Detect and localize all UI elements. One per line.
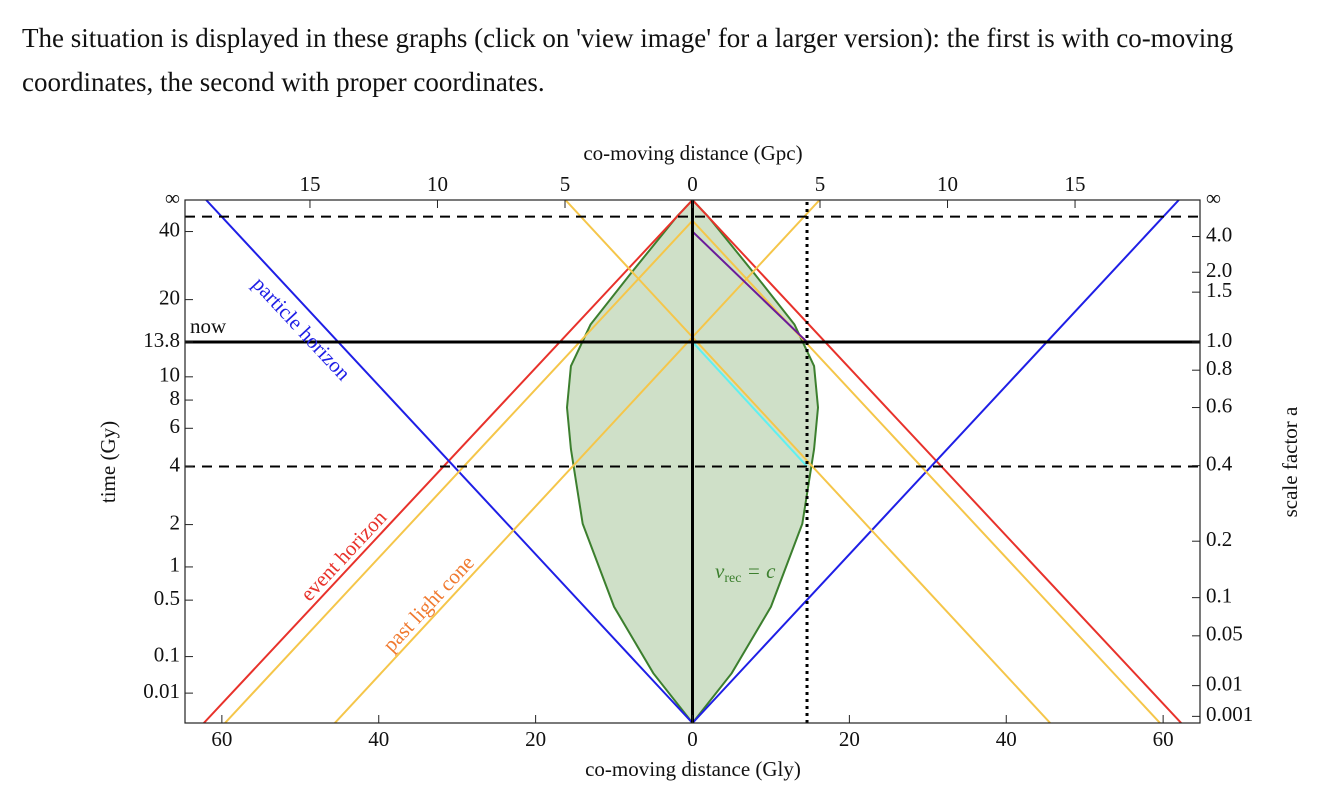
y2-tick-label: 0.6 bbox=[1206, 393, 1232, 417]
y-tick-label: 2 bbox=[170, 510, 181, 534]
y-tick-label: 0.01 bbox=[143, 679, 180, 703]
x-tick-label: 0 bbox=[687, 727, 698, 751]
series-label: particle horizon bbox=[248, 272, 356, 386]
y-tick-label: 8 bbox=[170, 386, 181, 410]
annotation-part: rec bbox=[724, 571, 741, 586]
y-tick-label: 10 bbox=[159, 363, 180, 387]
y-tick-label: 6 bbox=[170, 414, 181, 438]
annotation: vrec = c bbox=[715, 559, 776, 586]
x-tick-label: 40 bbox=[368, 727, 389, 751]
y2-tick-label: 4.0 bbox=[1206, 222, 1232, 246]
paragraph: The situation is displayed in these grap… bbox=[22, 23, 1234, 97]
y-tick-label: 1 bbox=[170, 553, 181, 577]
y-tick-label: 20 bbox=[159, 285, 180, 309]
y2-tick-label: 0.01 bbox=[1206, 671, 1243, 695]
series-label: event horizon bbox=[295, 505, 391, 606]
series-line bbox=[203, 200, 1182, 723]
series-line bbox=[334, 200, 821, 723]
series-line bbox=[205, 200, 1180, 723]
y-tick-label: 0.1 bbox=[154, 642, 180, 666]
x2-tick-label: 10 bbox=[937, 172, 958, 196]
y2-tick-label: 0.8 bbox=[1206, 356, 1232, 380]
x-tick-label: 20 bbox=[839, 727, 860, 751]
y2-tick-label: 2.0 bbox=[1206, 258, 1232, 282]
series-line bbox=[691, 230, 808, 343]
y2-tick-label: 0.4 bbox=[1206, 451, 1233, 475]
y2-axis-title: scale factor a bbox=[1278, 406, 1302, 517]
x2-tick-label: 15 bbox=[299, 172, 320, 196]
series-line bbox=[691, 341, 808, 468]
y-tick-label: ∞ bbox=[165, 186, 180, 210]
y2-tick-label: 0.1 bbox=[1206, 583, 1232, 607]
y2-tick-label: 0.2 bbox=[1206, 527, 1232, 551]
x2-tick-label: 0 bbox=[687, 172, 698, 196]
x-tick-label: 60 bbox=[1153, 727, 1174, 751]
x2-axis-title: co-moving distance (Gpc) bbox=[583, 141, 802, 165]
y-tick-label: 40 bbox=[159, 217, 180, 241]
y-tick-label: 13.8 bbox=[143, 328, 180, 352]
x2-tick-label: 5 bbox=[815, 172, 826, 196]
y-tick-label: 4 bbox=[170, 452, 181, 476]
x-tick-label: 60 bbox=[211, 727, 232, 751]
annotation: now bbox=[190, 314, 227, 338]
annotation-part: = c bbox=[741, 559, 776, 583]
x-tick-label: 40 bbox=[996, 727, 1017, 751]
series-label: past light cone bbox=[378, 551, 479, 657]
y2-tick-label: 0.001 bbox=[1206, 702, 1253, 726]
y-tick-label: 0.5 bbox=[154, 586, 180, 610]
annotation-part: v bbox=[715, 559, 725, 583]
y-axis-title: time (Gy) bbox=[96, 421, 120, 503]
x2-tick-label: 10 bbox=[427, 172, 448, 196]
x-tick-label: 20 bbox=[525, 727, 546, 751]
plot-area bbox=[185, 200, 1200, 723]
x2-tick-label: 5 bbox=[560, 172, 571, 196]
y2-tick-label: 1.0 bbox=[1206, 328, 1232, 352]
y2-tick-label: 0.05 bbox=[1206, 622, 1243, 646]
y2-tick-label: ∞ bbox=[1206, 186, 1221, 210]
y2-tick-label: 1.5 bbox=[1206, 278, 1232, 302]
x-axis-title: co-moving distance (Gly) bbox=[585, 757, 801, 781]
x2-tick-label: 15 bbox=[1065, 172, 1086, 196]
